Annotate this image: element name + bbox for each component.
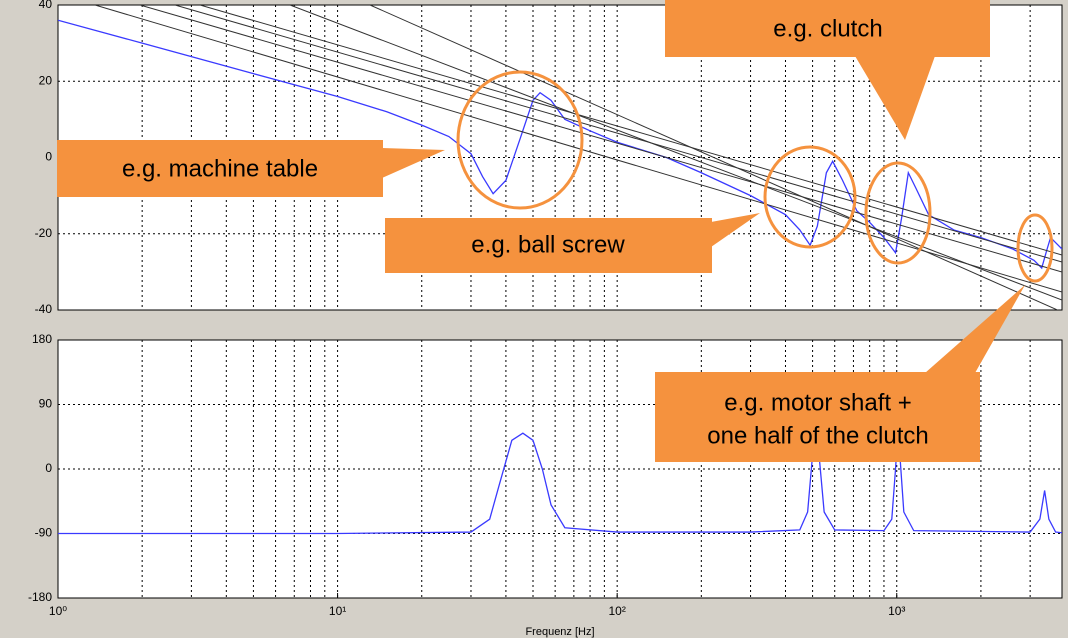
ellipse [456, 70, 584, 210]
asymptotes [94, 5, 1062, 310]
callout-pointer [382, 148, 445, 178]
y-tick-label: 20 [39, 73, 53, 87]
annotation: one half of the clutch [707, 422, 928, 449]
callout-pointer [711, 213, 760, 247]
callout-box [57, 140, 383, 197]
x-tick-label: 10⁰ [49, 604, 67, 618]
y-tick-label: 40 [39, 0, 53, 11]
x-tick-label: 10² [608, 604, 625, 618]
asymptote [94, 5, 1062, 293]
annotation: e.g. motor shaft + [724, 389, 911, 416]
axes: -180 -90 0 90 180 10⁰ 10¹ 10² 10³ [28, 332, 1062, 618]
y-tick-label: 90 [39, 397, 53, 411]
highlight-ellipses [456, 70, 1054, 283]
asymptote [174, 5, 1062, 263]
asymptote [139, 5, 1062, 273]
y-tick-label: 0 [45, 150, 52, 164]
callouts [57, 0, 1025, 462]
callout-box [655, 372, 980, 462]
ellipse [864, 161, 932, 265]
asymptote [289, 5, 1062, 301]
y-tick-label: 180 [32, 332, 52, 346]
annotation: e.g. ball screw [471, 231, 625, 258]
asymptote [369, 5, 1059, 310]
y-tick-label: -90 [35, 526, 53, 540]
callout-box [385, 218, 712, 273]
callout-pointer [855, 56, 935, 140]
annotation: e.g. clutch [773, 15, 882, 42]
x-tick-label: 10¹ [329, 604, 346, 618]
asymptote [199, 5, 1062, 256]
annotation: e.g. machine table [122, 155, 318, 182]
y-tick-label: -40 [35, 302, 53, 316]
callout-box [665, 0, 990, 57]
y-tick-label: -20 [35, 226, 53, 240]
x-axis-label: Frequenz [Hz] [525, 626, 594, 638]
data-line [58, 19, 1062, 270]
callout-pointer [925, 285, 1025, 373]
y-tick-label: 0 [45, 461, 52, 475]
y-tick-label: -180 [28, 590, 52, 604]
ellipse [763, 145, 857, 249]
x-tick-label: 10³ [888, 604, 905, 618]
ellipse [1016, 213, 1054, 283]
